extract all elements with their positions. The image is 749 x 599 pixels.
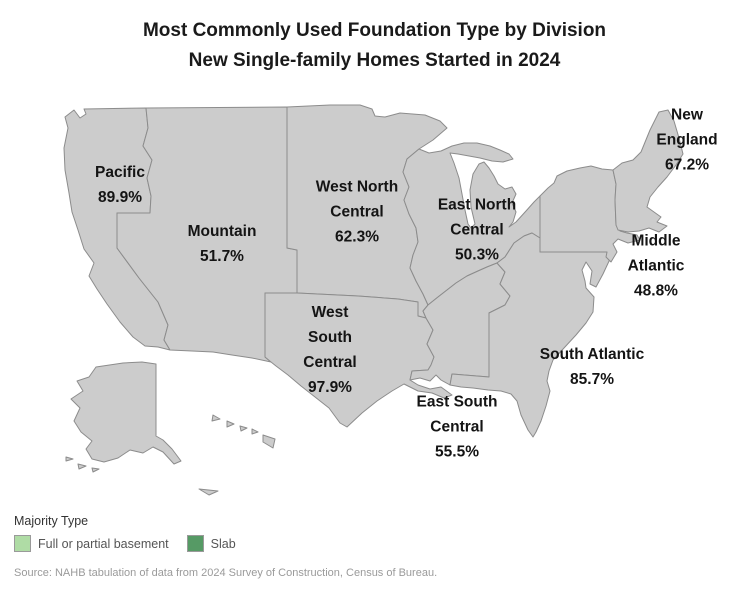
legend-title: Majority Type <box>14 514 89 528</box>
source-note: Source: NAHB tabulation of data from 202… <box>14 567 438 579</box>
legend-swatch <box>186 535 204 552</box>
legend-swatch <box>14 535 31 552</box>
legend-label: Slab <box>210 536 236 551</box>
chart-title-line1: Most Commonly Used Foundation Type by Di… <box>142 20 607 41</box>
legend-item-slab[interactable]: Slab <box>186 535 236 552</box>
division-shape-pacific[interactable] <box>63 107 276 496</box>
chart-title: Most Commonly Used Foundation Type by Di… <box>0 16 749 76</box>
legend-items: Full or partial basement Slab <box>14 535 254 552</box>
legend-item-full-or-partial-basement[interactable]: Full or partial basement <box>14 535 169 552</box>
legend: Majority Type Full or partial basement Sl… <box>14 514 254 552</box>
division-shape-east-north-central[interactable] <box>402 142 541 306</box>
division-shape-new-england[interactable] <box>612 109 684 233</box>
chart-title-line2: New Single-family Homes Started in 2024 <box>188 50 561 71</box>
legend-label: Full or partial basement <box>38 536 169 551</box>
division-shape-middle-atlantic[interactable] <box>539 165 641 263</box>
